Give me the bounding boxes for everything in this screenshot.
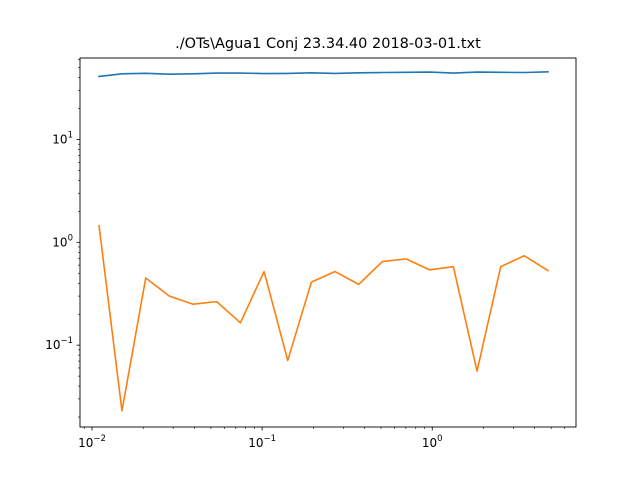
x-tick-label: 100	[422, 434, 443, 450]
x-tick-label: 10−1	[248, 434, 276, 450]
x-tick-base: 10	[248, 436, 263, 450]
y-tick-base: 10	[45, 338, 60, 352]
x-tick-exponent: −2	[93, 434, 106, 444]
x-tick-exponent: 0	[437, 434, 442, 444]
series-line-1	[98, 70, 549, 78]
y-tick-exponent: −1	[60, 336, 73, 346]
x-tick-exponent: −1	[263, 434, 276, 444]
x-tick-base: 10	[78, 436, 93, 450]
plot-frame	[79, 57, 577, 428]
y-tick-label: 10−1	[45, 336, 73, 352]
y-tick-base: 10	[52, 235, 67, 249]
y-tick-label: 100	[52, 233, 73, 249]
chart-title: ./OTs\Agua1 Conj 23.34.40 2018-03-01.txt	[175, 36, 481, 52]
series-line-2	[98, 224, 550, 412]
x-tick-base: 10	[422, 436, 437, 450]
y-tick-base: 10	[52, 132, 67, 146]
series-layer	[98, 70, 550, 412]
x-tick-label: 10−2	[78, 434, 106, 450]
y-tick-label: 101	[52, 130, 73, 146]
y-tick-exponent: 1	[68, 130, 73, 140]
y-tick-exponent: 0	[68, 233, 73, 243]
